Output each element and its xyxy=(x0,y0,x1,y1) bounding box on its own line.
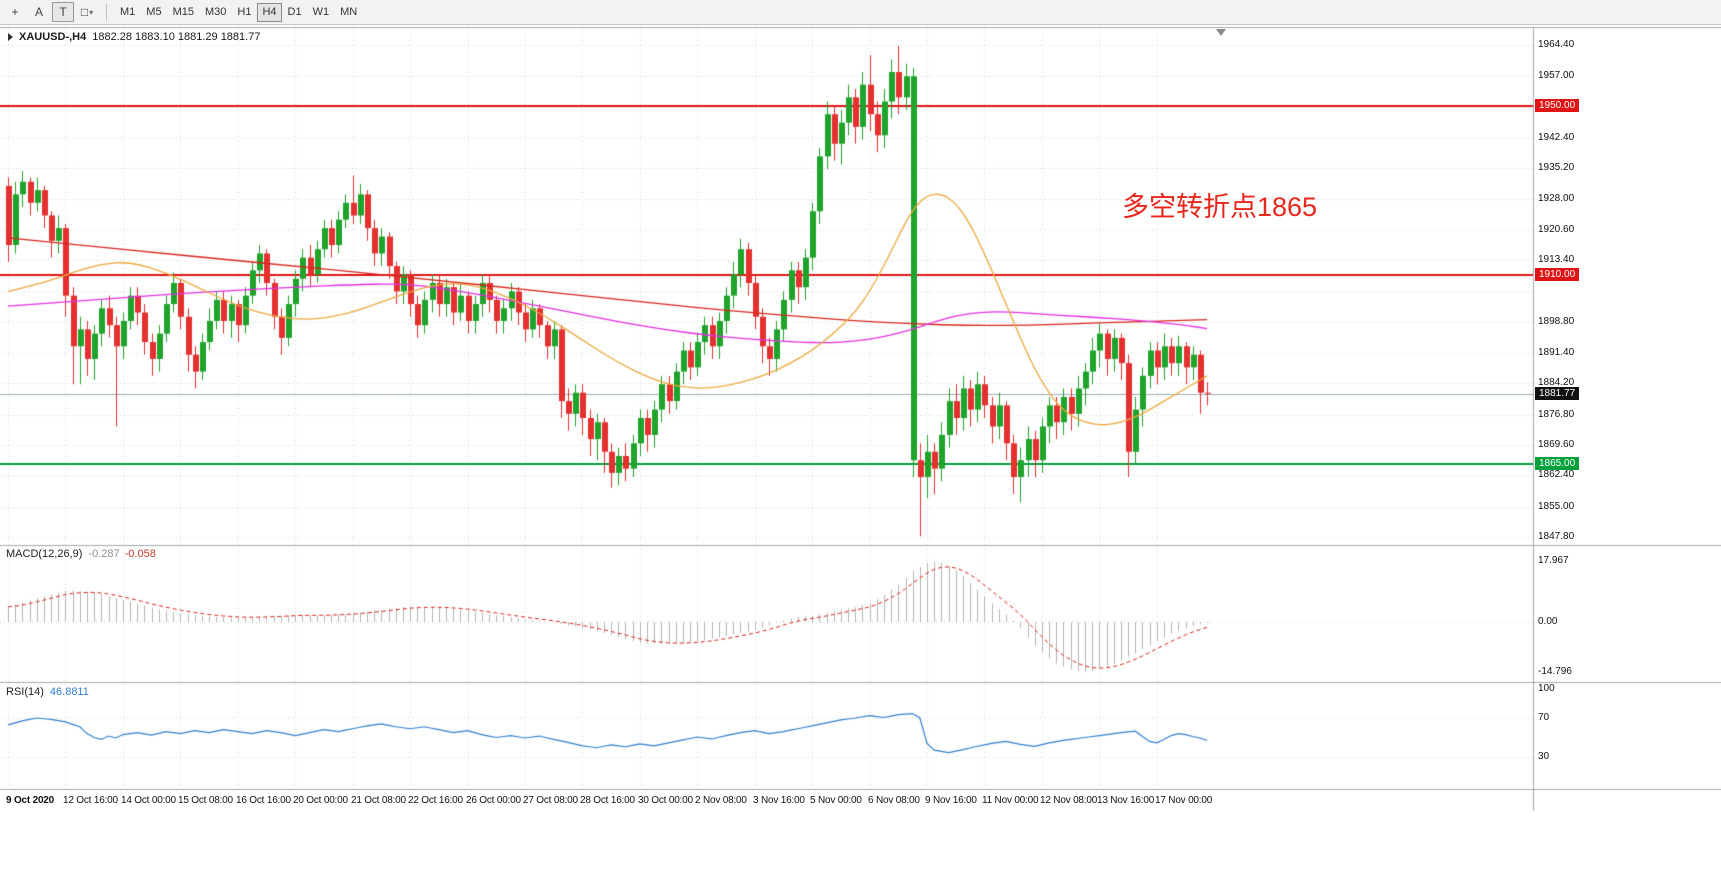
macd-main-value: -0.287 xyxy=(88,548,120,560)
timeframe-button-d1[interactable]: D1 xyxy=(287,6,302,18)
text-tool-icon[interactable]: T xyxy=(52,2,74,22)
timeframe-button-m5[interactable]: M5 xyxy=(146,6,162,18)
toolbar-separator xyxy=(106,3,107,21)
rsi-label: RSI(14) 46.8811 xyxy=(6,686,89,698)
drawing-tools-group: + A T □ ▾ xyxy=(4,2,98,22)
toolbar: + A T □ ▾ M1 M5 M15 M30 H1 H4 D1 W1 MN xyxy=(0,0,1721,25)
text-label-icon[interactable]: A xyxy=(34,5,43,19)
rsi-value: 46.8811 xyxy=(49,686,89,698)
timeframe-button-m1[interactable]: M1 xyxy=(120,6,136,18)
timeframe-button-w1[interactable]: W1 xyxy=(312,6,330,18)
rsi-title: RSI(14) xyxy=(6,686,44,698)
chart-shift-marker xyxy=(1216,29,1226,36)
macd-signal-value: -0.058 xyxy=(124,548,156,560)
macd-title: MACD(12,26,9) xyxy=(6,548,83,560)
one-click-trading-arrow[interactable] xyxy=(8,33,13,41)
timeframe-button-m30[interactable]: M30 xyxy=(204,6,227,18)
timeframe-button-m15[interactable]: M15 xyxy=(172,6,194,18)
macd-label: MACD(12,26,9) -0.287 -0.058 xyxy=(6,548,156,560)
annotation-text[interactable]: 多空转折点1865 xyxy=(1122,192,1318,222)
price-axis[interactable] xyxy=(1534,27,1721,789)
timeframe-button-mn[interactable]: MN xyxy=(340,6,358,18)
symbol-label: XAUUSD-,H4 xyxy=(19,31,87,43)
timeframe-button-h1[interactable]: H1 xyxy=(237,6,252,18)
chart-header: XAUUSD-,H4 1882.28 1883.10 1881.29 1881.… xyxy=(8,31,260,43)
ohlc-values: 1882.28 1883.10 1881.29 1881.77 xyxy=(92,31,261,43)
timeframe-button-h4[interactable]: H4 xyxy=(257,2,282,22)
geometric-shapes-icon[interactable]: □ ▾ xyxy=(80,5,94,19)
time-axis[interactable] xyxy=(0,789,1721,812)
crosshair-icon[interactable]: + xyxy=(11,5,19,19)
timeframe-group: M1 M5 M15 M30 H1 H4 D1 W1 MN xyxy=(115,2,362,22)
